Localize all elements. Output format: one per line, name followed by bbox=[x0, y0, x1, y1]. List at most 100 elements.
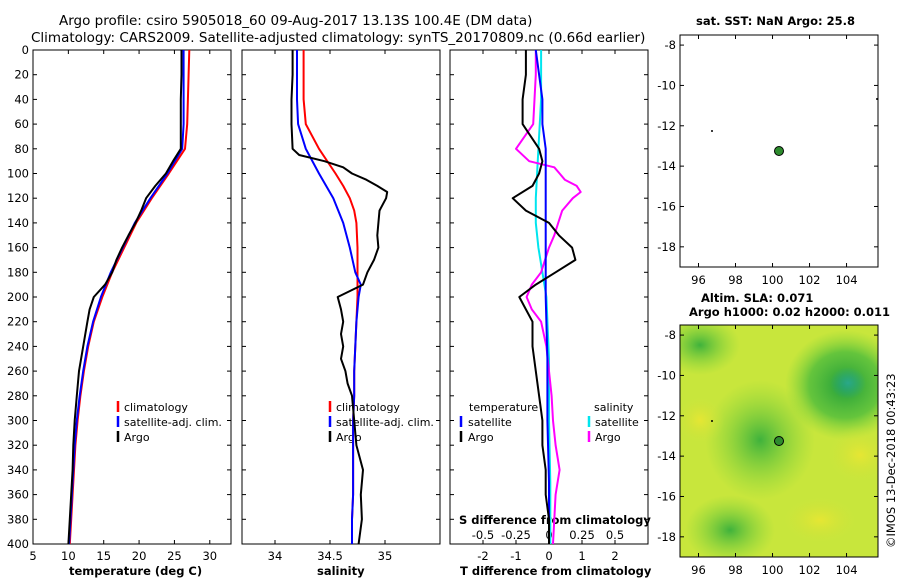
legend-label-argo: Argo bbox=[336, 431, 362, 444]
sla-map-xtick-label: 100 bbox=[762, 563, 784, 577]
temperature-x-tick-label: 15 bbox=[96, 549, 111, 563]
sla-map-title-line2: Argo h1000: 0.02 h2000: 0.011 bbox=[689, 305, 890, 319]
sla-map-xtick-label: 102 bbox=[799, 563, 821, 577]
sla-map-xtick-label: 96 bbox=[691, 563, 706, 577]
temperature-x-tick-label: 5 bbox=[29, 549, 36, 563]
temperature-legend: climatology satellite-adj. clim. Argo bbox=[116, 401, 222, 444]
depth-tick-label: 120 bbox=[7, 191, 29, 205]
depth-tick-label: 220 bbox=[7, 315, 29, 329]
salinity-xlabel: salinity bbox=[317, 564, 365, 578]
sst-island-dot bbox=[711, 130, 713, 132]
legend-label-s-satellite: satellite bbox=[595, 416, 639, 429]
chart-marks: 0204060801001201401601802002202402602803… bbox=[7, 35, 878, 577]
depth-tick-label: 80 bbox=[14, 142, 29, 156]
sla-argo-marker bbox=[774, 436, 784, 446]
depth-tick-label: 20 bbox=[14, 68, 29, 82]
sla-map-ytick-label: -10 bbox=[657, 368, 676, 382]
temperature-series-climatology bbox=[68, 49, 191, 545]
legend-label-climatology: climatology bbox=[124, 401, 188, 414]
sla-map-background bbox=[680, 325, 878, 557]
salinity-x-tick-label: 35 bbox=[378, 549, 393, 563]
depth-tick-label: 180 bbox=[7, 265, 29, 279]
difference-t-x-tick-label: -1 bbox=[510, 549, 521, 563]
legend-label-climatology: climatology bbox=[336, 401, 400, 414]
salinity-x-tick-label: 34.5 bbox=[317, 549, 343, 563]
sst-map-ytick-label: -12 bbox=[657, 119, 676, 133]
legend-label-argo: Argo bbox=[124, 431, 150, 444]
sla-map-title-line1: Altim. SLA: 0.071 bbox=[701, 291, 813, 305]
salinity-legend: climatology satellite-adj. clim. Argo bbox=[328, 401, 434, 444]
sst-map-xtick-label: 100 bbox=[762, 273, 784, 287]
depth-tick-label: 60 bbox=[14, 117, 29, 131]
temperature-x-tick-label: 10 bbox=[61, 549, 76, 563]
depth-tick-label: 200 bbox=[7, 290, 29, 304]
sst-map-xtick-label: 102 bbox=[799, 273, 821, 287]
sst-island-dot-2 bbox=[876, 98, 878, 100]
sst-map-ytick-label: -16 bbox=[657, 199, 676, 213]
temperature-x-tick-label: 25 bbox=[167, 549, 182, 563]
sla-map-xtick-label: 104 bbox=[836, 563, 858, 577]
depth-tick-label: 100 bbox=[7, 167, 29, 181]
depth-tick-label: 280 bbox=[7, 389, 29, 403]
difference-legend: temperature salinity satellite Argo sate… bbox=[459, 401, 639, 444]
sst-argo-marker bbox=[774, 146, 784, 156]
sst-map-ytick-label: -8 bbox=[665, 38, 676, 52]
sla-map-ytick-label: -8 bbox=[665, 328, 676, 342]
difference-t-x-tick-label: 1 bbox=[578, 549, 585, 563]
difference-s-x-tick-label: -0.5 bbox=[472, 528, 494, 542]
depth-tick-label: 320 bbox=[7, 438, 29, 452]
difference-s-x-tick-label: 0.5 bbox=[606, 528, 624, 542]
temperature-xlabel: temperature (deg C) bbox=[69, 564, 202, 578]
difference-s-x-tick-label: 0.25 bbox=[569, 528, 595, 542]
depth-tick-label: 160 bbox=[7, 241, 29, 255]
sst-map-title: sat. SST: NaN Argo: 25.8 bbox=[696, 14, 855, 28]
temperature-series-argo bbox=[67, 50, 183, 545]
temperature-panel-frame bbox=[32, 49, 232, 545]
sst-map-ytick-label: -18 bbox=[657, 240, 676, 254]
imos-watermark: ©IMOS 13-Dec-2018 00:43:23 bbox=[884, 373, 898, 548]
sla-map-ytick-label: -14 bbox=[657, 449, 676, 463]
difference-series-temperature-satellite bbox=[534, 49, 550, 544]
sst-map-xtick-label: 96 bbox=[691, 273, 706, 287]
temperature-x-tick-label: 20 bbox=[132, 549, 147, 563]
figure-title-line1: Argo profile: csiro 5905018_60 09-Aug-20… bbox=[59, 13, 532, 29]
sla-map-ytick-label: -16 bbox=[657, 489, 676, 503]
depth-tick-label: 240 bbox=[7, 339, 29, 353]
depth-tick-label: 360 bbox=[7, 488, 29, 502]
sst-map-xtick-label: 98 bbox=[728, 273, 743, 287]
temperature-series-satellite-adj-clim- bbox=[68, 50, 185, 545]
depth-tick-label: 400 bbox=[7, 537, 29, 551]
legend-title-salinity: salinity bbox=[594, 401, 634, 414]
legend-label-satellite: satellite-adj. clim. bbox=[336, 416, 434, 429]
sla-island-dot bbox=[711, 420, 713, 422]
depth-tick-label: 380 bbox=[7, 512, 29, 526]
sst-map-ytick-label: -14 bbox=[657, 159, 676, 173]
sst-map-frame bbox=[679, 34, 879, 268]
sst-map-ytick-label: -10 bbox=[657, 78, 676, 92]
depth-tick-label: 340 bbox=[7, 463, 29, 477]
depth-tick-label: 40 bbox=[14, 92, 29, 106]
sst-map-xtick-label: 104 bbox=[836, 273, 858, 287]
legend-label-satellite: satellite-adj. clim. bbox=[124, 416, 222, 429]
difference-series-temperature-argo bbox=[511, 50, 577, 544]
difference-t-x-tick-label: 0 bbox=[545, 549, 552, 563]
legend-label-t-argo: Argo bbox=[468, 431, 494, 444]
sla-map-ytick-label: -18 bbox=[657, 530, 676, 544]
depth-tick-label: 0 bbox=[22, 43, 29, 57]
salinity-panel-frame bbox=[241, 49, 441, 545]
temperature-x-tick-label: 30 bbox=[202, 549, 217, 563]
sla-map-xtick-label: 98 bbox=[728, 563, 743, 577]
salinity-series-satellite-adj-clim- bbox=[296, 50, 362, 544]
difference-series-salinity-argo bbox=[515, 50, 582, 545]
figure-title-line2: Climatology: CARS2009. Satellite-adjuste… bbox=[31, 30, 645, 46]
salinity-x-tick-label: 34 bbox=[268, 549, 283, 563]
depth-tick-label: 140 bbox=[7, 216, 29, 230]
legend-label-s-argo: Argo bbox=[595, 431, 621, 444]
legend-label-t-satellite: satellite bbox=[468, 416, 512, 429]
difference-xlabel: T difference from climatology bbox=[460, 564, 652, 578]
depth-tick-label: 260 bbox=[7, 364, 29, 378]
salinity-series-climatology bbox=[302, 50, 359, 544]
difference-t-x-tick-label: 2 bbox=[611, 549, 618, 563]
legend-title-temperature: temperature bbox=[469, 401, 538, 414]
